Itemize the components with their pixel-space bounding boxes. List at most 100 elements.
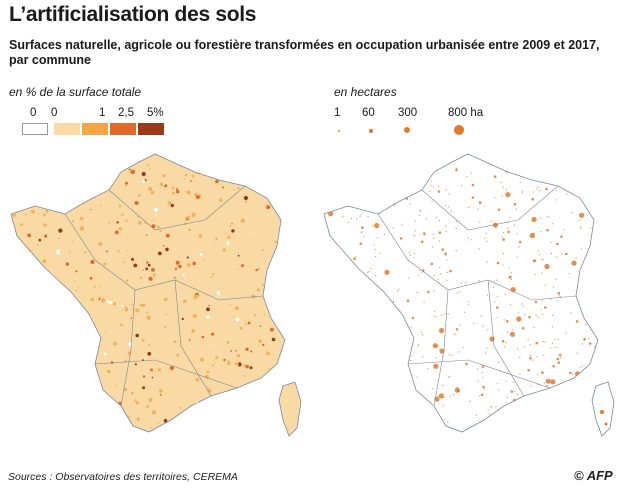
commune-dot — [346, 160, 348, 162]
commune-dot — [417, 274, 419, 276]
commune-dot — [360, 213, 362, 215]
commune-dot — [380, 391, 382, 393]
commune-patch — [68, 250, 71, 253]
commune-patch — [133, 263, 138, 268]
commune-dot — [593, 436, 598, 441]
commune-dot — [518, 246, 520, 248]
commune-dot — [319, 239, 320, 240]
commune-patch — [18, 255, 22, 259]
commune-patch — [42, 259, 47, 264]
commune-patch — [80, 355, 82, 357]
commune-patch — [164, 325, 167, 329]
commune-dot — [355, 218, 358, 220]
commune-dot — [538, 424, 540, 427]
commune-patch — [280, 242, 284, 246]
commune-dot — [368, 429, 371, 431]
commune-dot — [543, 354, 545, 356]
commune-dot — [517, 393, 519, 395]
commune-dot — [433, 274, 435, 276]
commune-dot — [554, 338, 556, 340]
commune-dot — [431, 200, 433, 202]
commune-dot — [545, 187, 548, 191]
commune-dot — [546, 215, 548, 218]
commune-dot — [327, 245, 330, 248]
commune-patch — [163, 418, 168, 423]
commune-patch — [186, 190, 191, 195]
commune-patch — [293, 213, 296, 216]
commune-dot — [539, 189, 541, 192]
commune-dot — [424, 167, 426, 169]
commune-patch — [260, 162, 264, 166]
commune-dot — [370, 201, 372, 203]
commune-dot — [322, 289, 323, 290]
commune-patch — [79, 216, 84, 221]
commune-patch — [152, 273, 156, 277]
commune-dot — [407, 190, 409, 192]
commune-patch — [81, 370, 86, 375]
legend-left-label: en % de la surface totale — [9, 85, 142, 99]
commune-dot — [413, 253, 415, 255]
commune-dot — [437, 165, 439, 167]
france-mainland-right — [319, 150, 603, 441]
commune-dot — [575, 371, 581, 377]
commune-dot — [595, 357, 597, 359]
commune-patch — [196, 159, 201, 163]
commune-patch — [69, 306, 73, 310]
commune-dot — [349, 197, 351, 199]
commune-patch — [245, 365, 249, 369]
commune-patch — [94, 165, 99, 169]
commune-dot — [425, 218, 427, 220]
commune-patch — [20, 358, 23, 361]
commune-dot — [486, 261, 488, 263]
commune-patch — [124, 306, 127, 309]
commune-patch — [243, 364, 247, 367]
commune-patch — [283, 379, 285, 384]
commune-patch — [162, 436, 165, 439]
commune-dot — [359, 175, 361, 177]
commune-dot — [541, 371, 544, 374]
commune-dot — [493, 175, 497, 178]
commune-dot — [421, 271, 423, 273]
commune-patch — [178, 422, 180, 424]
commune-dot — [551, 326, 553, 328]
commune-patch — [78, 178, 80, 180]
commune-patch — [7, 247, 10, 250]
commune-patch — [191, 329, 196, 333]
commune-dot — [449, 395, 451, 397]
commune-dot — [373, 436, 374, 437]
commune-patch — [57, 396, 61, 400]
commune-patch — [135, 308, 140, 313]
commune-patch — [84, 319, 86, 321]
commune-patch — [81, 426, 83, 428]
commune-dot — [584, 392, 586, 394]
commune-dot — [468, 207, 470, 209]
commune-patch — [230, 350, 233, 352]
commune-dot — [585, 323, 587, 326]
commune-patch — [127, 250, 129, 252]
commune-dot — [418, 214, 420, 216]
commune-patch — [160, 182, 164, 187]
commune-dot — [444, 189, 447, 191]
commune-patch — [23, 329, 26, 332]
commune-patch — [14, 160, 20, 165]
commune-dot — [471, 183, 475, 187]
commune-patch — [257, 288, 261, 292]
commune-patch — [249, 405, 254, 410]
commune-dot — [529, 357, 532, 360]
commune-patch — [11, 311, 16, 316]
commune-dot — [562, 167, 564, 169]
commune-dot — [340, 305, 342, 307]
commune-dot — [602, 167, 603, 168]
commune-dot — [479, 152, 480, 153]
commune-patch — [131, 391, 134, 395]
commune-patch — [174, 277, 176, 279]
commune-dot — [348, 300, 350, 303]
commune-dot — [505, 380, 507, 382]
commune-dot — [427, 290, 430, 294]
commune-patch — [284, 193, 285, 197]
commune-dot — [584, 150, 589, 153]
commune-patch — [195, 294, 199, 298]
commune-dot — [353, 257, 356, 261]
commune-patch — [104, 332, 106, 334]
commune-dot — [435, 438, 436, 439]
